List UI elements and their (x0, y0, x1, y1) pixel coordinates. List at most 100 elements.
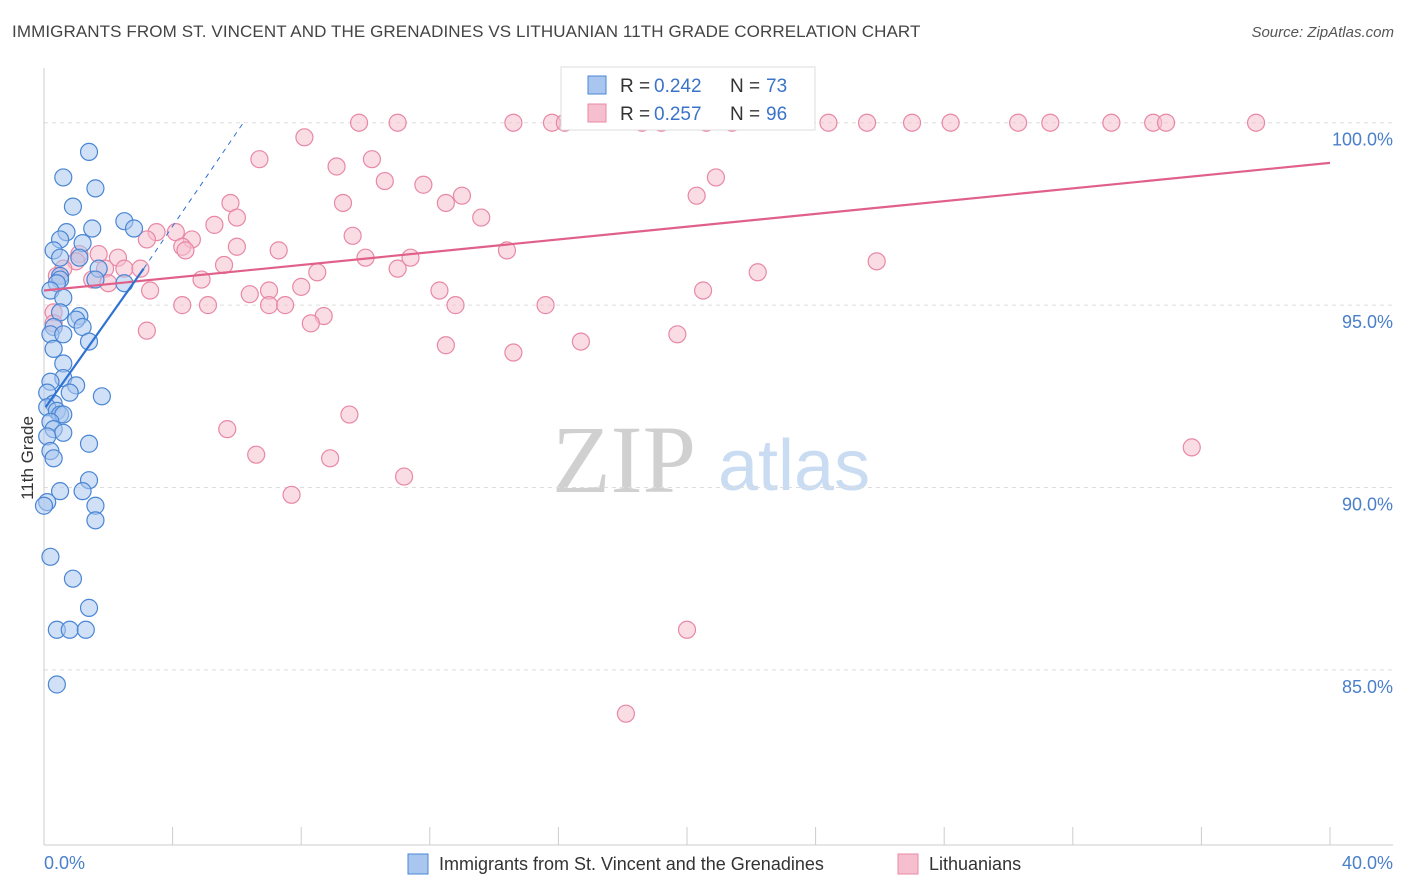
immigrants-point (86, 511, 105, 530)
chart-title: IMMIGRANTS FROM ST. VINCENT AND THE GREN… (12, 22, 921, 41)
lithuanians-point (941, 113, 960, 132)
lithuanians-point (414, 175, 433, 194)
y-tick-label: 100.0% (1332, 130, 1393, 150)
lithuanians-point (214, 255, 234, 275)
lithuanians-point (218, 420, 237, 439)
lithuanians-trendline (43, 161, 1331, 292)
lithuanians-point (269, 241, 288, 260)
lithuanians-point (198, 296, 218, 315)
lithuanians-point (436, 336, 455, 355)
stats-legend: R = 0.242 N = 73 R = 0.257 N = 96 (560, 66, 816, 131)
watermark: ZIP atlas (552, 406, 870, 513)
y-tick-labels: 85.0% 90.0% 95.0% 100.0% (1332, 130, 1393, 697)
lithuanians-point (176, 241, 195, 260)
immigrants-point (47, 675, 66, 694)
lithuanians-point (205, 215, 224, 234)
lithuanians-point (902, 113, 922, 132)
immigrants-point (44, 339, 63, 358)
lithuanians-point (292, 277, 311, 296)
lithuanians-point (1156, 113, 1176, 132)
legend-n-value-2: 96 (766, 104, 787, 125)
lithuanians-point (504, 343, 523, 362)
immigrants-trendline (44, 267, 145, 408)
immigrants-point (79, 332, 99, 351)
lithuanians-point (349, 113, 369, 132)
lithuanians-point (748, 263, 767, 282)
lithuanians-point (867, 252, 886, 271)
lithuanians-point (137, 230, 156, 249)
immigrants-point (73, 482, 92, 501)
immigrants-point (60, 620, 79, 639)
lithuanians-point (259, 296, 279, 315)
immigrants-point (54, 168, 73, 187)
lithuanians-point (1041, 113, 1060, 132)
immigrants-point (50, 482, 70, 501)
lithuanians-point (295, 128, 314, 147)
immigrants-point (76, 620, 95, 639)
lithuanians-point (282, 485, 301, 504)
lithuanians-point (687, 186, 706, 205)
immigrants-point (54, 423, 73, 442)
immigrants-point (79, 598, 99, 617)
lithuanians-point (388, 113, 407, 132)
lithuanians-point (536, 296, 555, 315)
lithuanians-point (240, 285, 259, 304)
lithuanians-point (227, 237, 246, 256)
lithuanians-point (140, 281, 160, 300)
bottom-legend-label-2: Lithuanians (929, 854, 1021, 874)
bottom-legend-label-1: Immigrants from St. Vincent and the Gren… (439, 854, 824, 874)
lithuanians-point (375, 171, 394, 191)
lithuanians-point (504, 113, 523, 132)
lithuanians-point (1102, 113, 1121, 132)
lithuanians-point (388, 259, 407, 278)
lithuanians-point (333, 193, 353, 213)
lithuanians-point (131, 259, 150, 278)
lithuanians-point (1246, 113, 1266, 132)
series-legend: Immigrants from St. Vincent and the Gren… (407, 853, 1021, 875)
legend-n-label-2: N = (730, 104, 760, 125)
svg-immigrants-points (34, 142, 144, 694)
immigrants-point (70, 248, 89, 267)
lithuanians-point (276, 296, 295, 315)
legend-swatch-blue (587, 75, 607, 95)
legend-r-value-1: 0.242 (654, 76, 702, 97)
immigrants-point (44, 449, 63, 468)
lithuanians-point (497, 241, 517, 260)
lithuanians-point (340, 405, 359, 424)
legend-r-label-2: R = (620, 104, 650, 125)
watermark-zip: ZIP (552, 406, 696, 513)
watermark-atlas: atlas (718, 426, 870, 506)
trendlines (43, 122, 1331, 408)
y-tick-label: 85.0% (1342, 677, 1393, 697)
lithuanians-point (819, 113, 838, 132)
y-tick-label: 90.0% (1342, 495, 1393, 515)
immigrants-point (86, 270, 105, 289)
x-tick-label-min: 0.0% (44, 853, 85, 873)
lithuanians-point (446, 296, 465, 315)
legend-swatch-pink (587, 103, 607, 123)
lithuanians-point (247, 445, 266, 464)
lithuanians-point (706, 168, 726, 187)
immigrants-point (92, 387, 111, 406)
lithuanians-point (1182, 438, 1201, 457)
lithuanians-point (394, 467, 414, 486)
lithuanians-point (321, 449, 340, 468)
immigrants-point (124, 219, 144, 238)
y-axis-title: 11th Grade (18, 416, 37, 500)
lithuanians-point (668, 325, 687, 344)
lithuanians-point (693, 281, 713, 300)
lithuanians-point (250, 150, 269, 169)
lithuanians-point (857, 113, 877, 132)
immigrants-point (34, 496, 54, 515)
immigrants-point (60, 383, 79, 402)
lithuanians-point (137, 321, 156, 340)
lithuanians-point (616, 704, 636, 723)
x-tick-label-max: 40.0% (1342, 853, 1393, 873)
lithuanians-point (173, 296, 192, 315)
immigrants-point (50, 248, 70, 267)
immigrants-point (41, 547, 60, 566)
lithuanians-point (227, 208, 246, 227)
gridlines (44, 122, 1393, 671)
lithuanians-point (343, 226, 362, 245)
